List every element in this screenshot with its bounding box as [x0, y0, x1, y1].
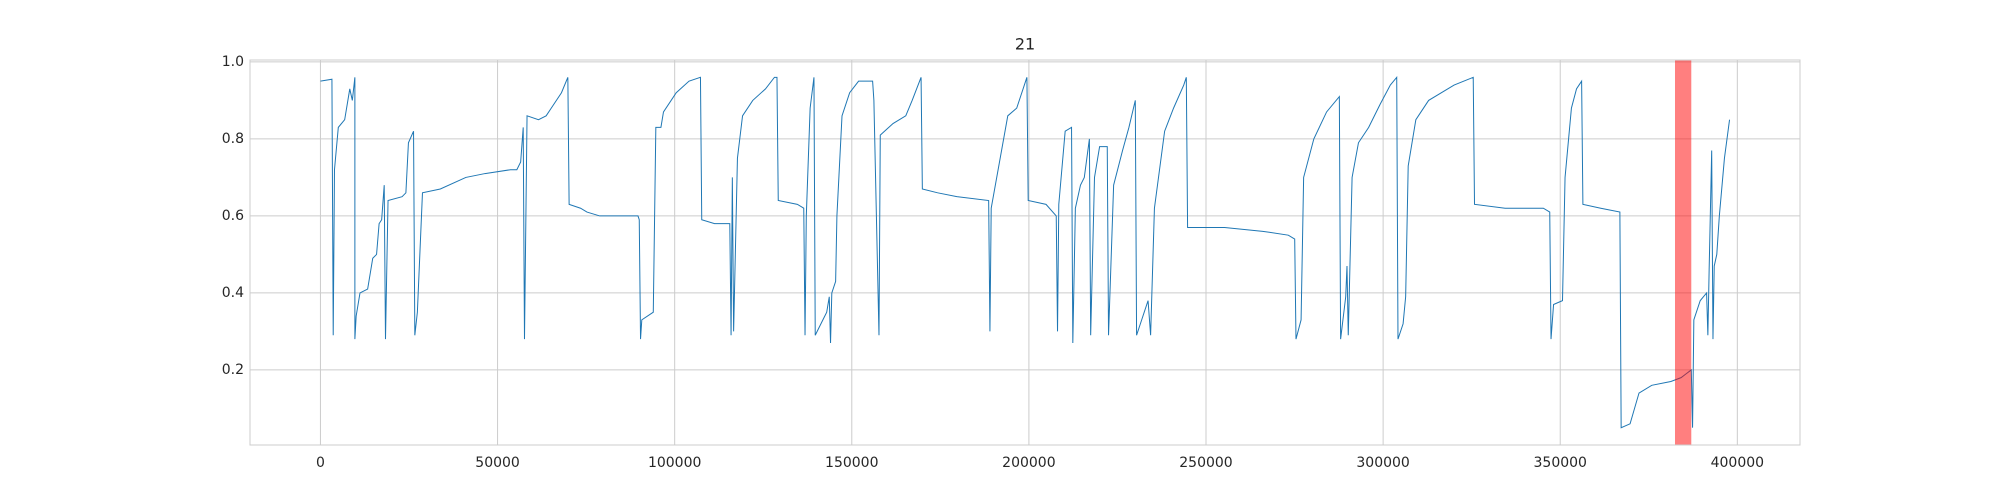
y-tick-label: 0.2	[222, 362, 244, 378]
x-tick-label: 350000	[1534, 455, 1587, 471]
y-tick-label: 0.6	[222, 208, 244, 224]
x-tick-label: 400000	[1711, 455, 1764, 471]
chart-title: 21	[1015, 35, 1035, 54]
x-tick-label: 150000	[825, 455, 878, 471]
y-tick-label: 0.8	[222, 131, 244, 147]
x-tick-label: 100000	[648, 455, 701, 471]
highlight-span	[1674, 60, 1692, 445]
x-tick-label: 200000	[1002, 455, 1055, 471]
x-tick-label: 300000	[1356, 455, 1409, 471]
x-tick-label: 50000	[475, 455, 520, 471]
data-line	[320, 75, 1731, 429]
y-tick-label: 0.4	[222, 285, 244, 301]
x-tick-label: 250000	[1179, 455, 1232, 471]
plot-frame	[249, 59, 1801, 446]
y-tick-label: 1.0	[222, 54, 244, 70]
x-tick-label: 0	[316, 455, 325, 471]
